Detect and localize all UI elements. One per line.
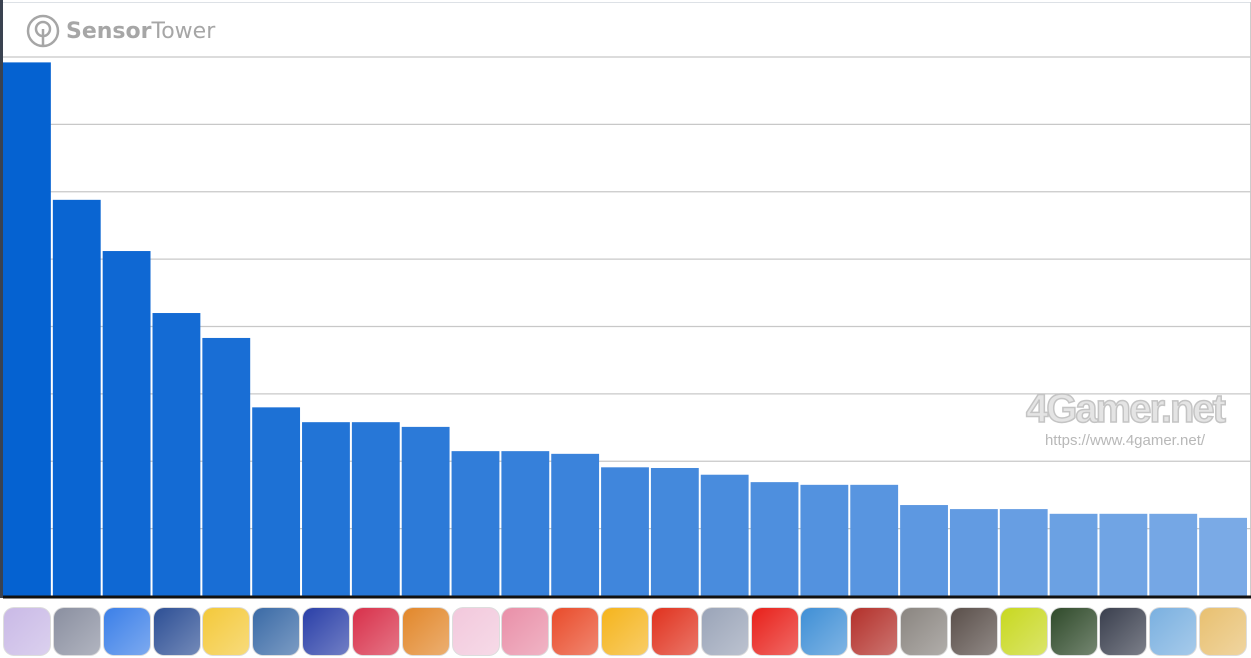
bar-app-23	[1099, 513, 1148, 596]
app-icon-app-20	[950, 608, 997, 655]
bar-app-2	[52, 199, 101, 596]
app-icon-app-18	[851, 608, 898, 655]
app-icon-app-16	[751, 608, 798, 655]
bar-app-6	[252, 407, 301, 596]
bar-app-20	[949, 509, 998, 596]
bar-app-11	[501, 451, 550, 596]
bar-app-5	[202, 337, 251, 596]
bar-chart	[3, 56, 1251, 599]
bar-app-17	[800, 484, 849, 596]
app-icon-app-6	[253, 608, 300, 655]
watermark-title: 4Gamer.net	[1025, 386, 1226, 432]
bar-app-12	[551, 453, 600, 596]
app-icon-row	[3, 608, 1251, 656]
bar-app-10	[451, 451, 500, 596]
sensor-tower-logo: SensorTower	[26, 14, 215, 48]
app-icon-app-14	[651, 608, 698, 655]
app-icon-app-17	[801, 608, 848, 655]
app-icon-app-25	[1200, 608, 1247, 655]
bar-app-21	[999, 509, 1048, 596]
bar-app-24	[1149, 513, 1198, 596]
bar-app-13	[601, 467, 649, 596]
app-icon-app-2	[53, 608, 100, 655]
app-icon-app-19	[901, 608, 948, 655]
app-icon-app-8	[352, 608, 399, 655]
bar-app-7	[302, 422, 350, 596]
app-icon-app-5	[203, 608, 250, 655]
app-icon-app-7	[303, 608, 350, 655]
app-icon-app-1	[4, 608, 50, 655]
bar-app-3	[102, 251, 151, 597]
app-icon-app-3	[103, 608, 150, 655]
app-icon-app-4	[153, 608, 200, 655]
bar-app-4	[152, 313, 201, 596]
sensor-tower-icon	[26, 14, 60, 48]
app-icon-app-21	[1000, 608, 1047, 655]
app-icon-app-10	[452, 608, 499, 655]
top-border	[3, 2, 1251, 3]
app-icon-app-12	[552, 608, 599, 655]
logo-text-bold: Sensor	[66, 18, 152, 44]
bar-app-9	[401, 426, 450, 596]
left-border	[0, 0, 3, 598]
app-icon-app-24	[1150, 608, 1197, 655]
watermark-url: https://www.4gamer.net/	[1044, 432, 1206, 449]
bar-app-19	[900, 505, 948, 596]
bar-app-14	[650, 467, 699, 596]
logo-text-light: Tower	[151, 18, 216, 44]
bar-app-18	[850, 484, 899, 596]
watermark: 4Gamer.net https://www.4gamer.net/	[1010, 386, 1240, 449]
app-icon-app-22	[1050, 608, 1097, 655]
app-icon-app-9	[402, 608, 449, 655]
app-icon-app-11	[502, 608, 549, 655]
bar-app-25	[1199, 517, 1247, 596]
bar-app-22	[1049, 513, 1098, 596]
app-icon-app-23	[1100, 608, 1147, 655]
app-icon-app-13	[602, 608, 649, 655]
bar-app-16	[750, 482, 799, 596]
bar-app-1	[3, 62, 51, 596]
bar-app-15	[700, 474, 749, 596]
app-icon-app-15	[701, 608, 748, 655]
bar-app-8	[351, 422, 400, 596]
